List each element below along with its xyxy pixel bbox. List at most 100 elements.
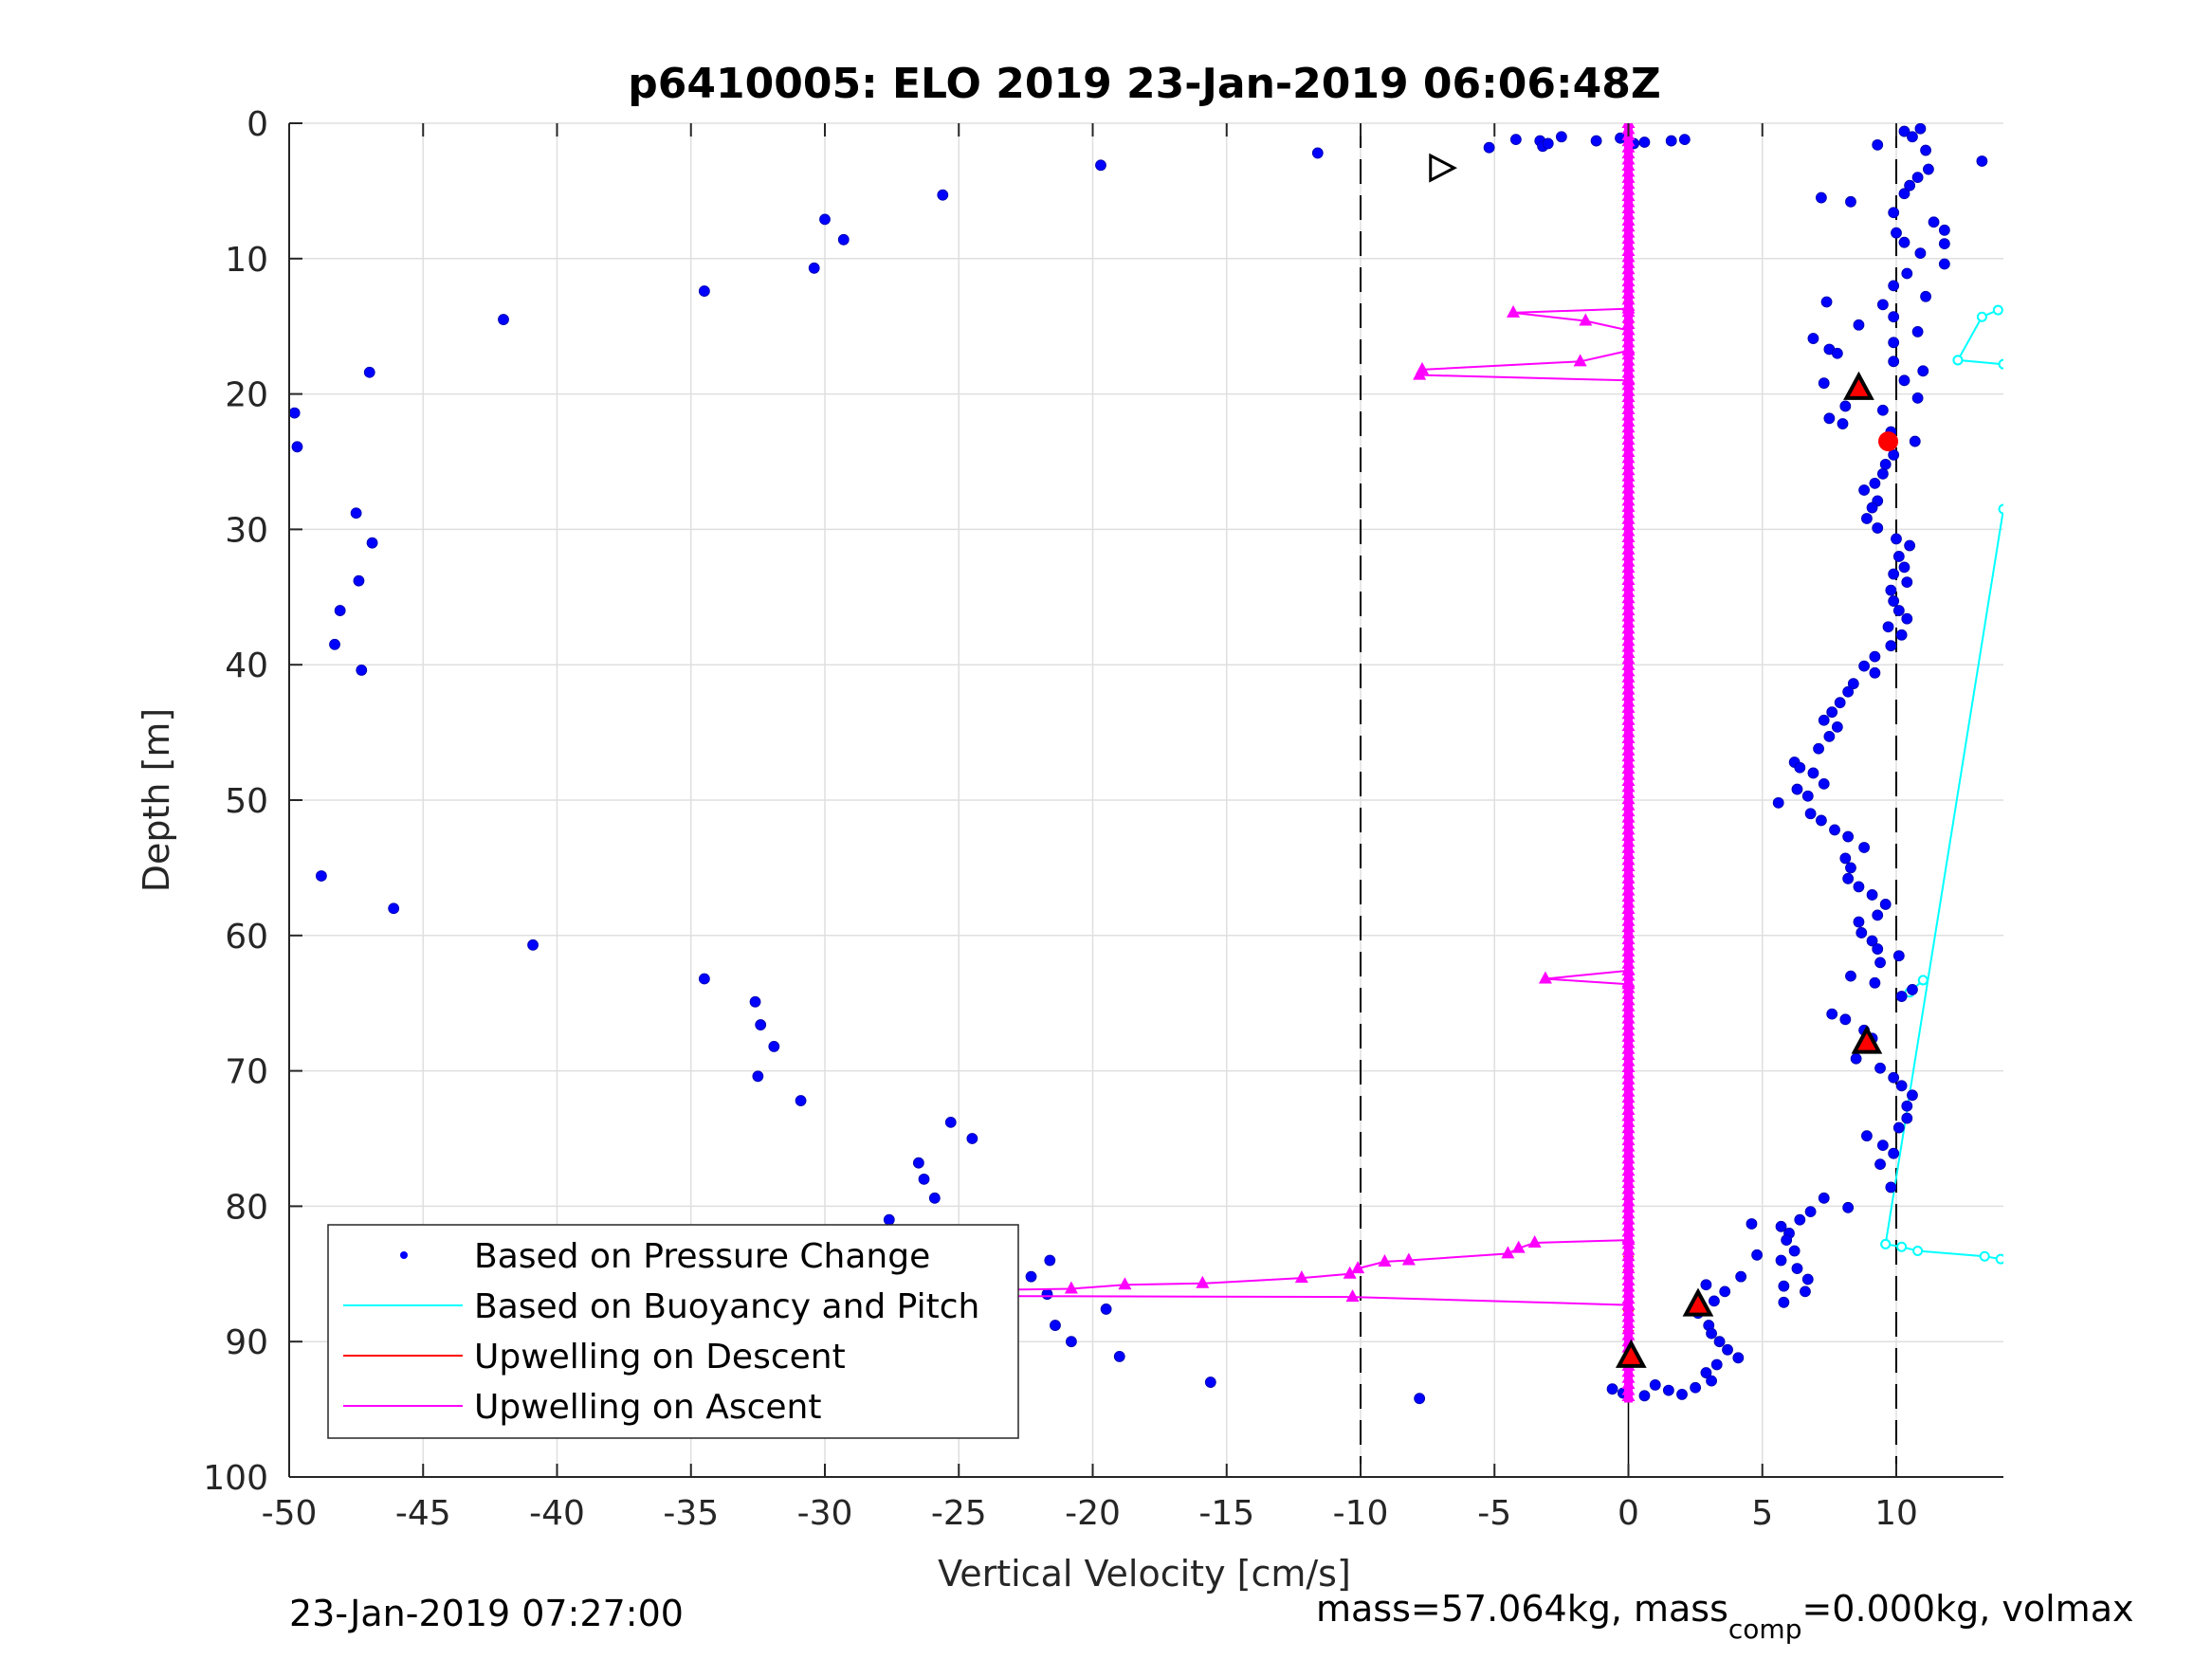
pressure-point xyxy=(1818,714,1830,726)
pressure-point xyxy=(291,441,303,453)
ascent-point xyxy=(1621,622,1636,634)
event-marker xyxy=(1843,371,1874,400)
ascent-point xyxy=(1621,951,1636,963)
ascent-point xyxy=(1621,549,1636,561)
ascent-point xyxy=(1621,640,1636,652)
pressure-point xyxy=(1892,551,1905,562)
pressure-point xyxy=(937,189,949,201)
ascent-point xyxy=(1621,232,1636,245)
pressure-point xyxy=(768,1040,780,1052)
pressure-point xyxy=(1858,842,1870,853)
ascent-point xyxy=(1621,816,1636,829)
ascent-point xyxy=(1621,1188,1636,1200)
ascent-point xyxy=(1621,1292,1636,1304)
event-marker xyxy=(1682,1287,1714,1317)
pressure-point xyxy=(1690,1381,1702,1394)
pressure-point xyxy=(1778,1280,1790,1292)
ascent-point xyxy=(1621,1243,1636,1255)
pressure-point xyxy=(1869,976,1881,989)
ascent-point xyxy=(1621,457,1636,469)
ascent-point xyxy=(1621,1225,1636,1237)
legend-entry-pressure: Based on Pressure Change xyxy=(474,1237,930,1276)
ascent-point xyxy=(1621,798,1636,811)
ascent-point xyxy=(1621,811,1636,823)
pressure-point xyxy=(1904,179,1916,191)
ascent-point xyxy=(1621,1170,1636,1182)
buoyancy-point xyxy=(1995,1253,2003,1265)
pressure-point xyxy=(1853,319,1865,331)
ascent-point xyxy=(1579,313,1593,326)
pressure-point xyxy=(1904,539,1916,552)
ascent-point xyxy=(1621,823,1636,835)
pressure-point xyxy=(1816,814,1827,827)
pressure-point xyxy=(1025,1270,1037,1283)
ascent-point xyxy=(1118,1277,1132,1290)
chart-title: p6410005: ELO 2019 23-Jan-2019 06:06:48Z xyxy=(628,60,1660,108)
y-axis-label: Depth [m] xyxy=(136,708,177,893)
ascent-point xyxy=(1621,1091,1636,1103)
pressure-point xyxy=(1839,1013,1852,1026)
pressure-point xyxy=(1823,730,1836,742)
pressure-point xyxy=(1800,1285,1811,1298)
ascent-point xyxy=(1621,177,1636,190)
ascent-point xyxy=(1621,1145,1636,1158)
ascent-point xyxy=(1621,1006,1636,1018)
ascent-point xyxy=(1511,1240,1526,1253)
y-tick-label: 90 xyxy=(225,1323,268,1362)
ascent-point xyxy=(1621,348,1636,360)
pressure-point xyxy=(527,939,539,951)
mass-prefix: mass=57.064kg, mass xyxy=(1316,1588,1728,1630)
ascent-point xyxy=(1621,1048,1636,1061)
ascent-point xyxy=(1621,1273,1636,1285)
pressure-point xyxy=(1909,435,1921,447)
pressure-point xyxy=(1710,1358,1723,1371)
ascent-point xyxy=(1621,403,1636,415)
x-tick-label: -10 xyxy=(1333,1494,1389,1533)
pressure-point xyxy=(1788,1245,1801,1257)
ascent-point xyxy=(1621,530,1636,542)
ascent-point xyxy=(1621,158,1636,171)
ascent-point xyxy=(1621,1182,1636,1194)
ascent-point xyxy=(1064,1281,1078,1294)
ascent-point xyxy=(1621,1024,1636,1036)
ascent-point xyxy=(1345,1289,1360,1303)
ascent-point xyxy=(1621,153,1636,165)
pressure-point xyxy=(1818,1192,1830,1204)
ascent-point xyxy=(1621,1322,1636,1335)
pressure-point xyxy=(1866,889,1878,901)
pressure-point xyxy=(356,665,368,676)
ascent-point xyxy=(1621,921,1636,933)
legend-swatch-pressure xyxy=(400,1251,408,1259)
ascent-point xyxy=(1621,628,1636,640)
pressure-point xyxy=(1818,377,1830,390)
ascent-point xyxy=(1621,713,1636,725)
pressure-point xyxy=(755,1019,767,1030)
pressure-point xyxy=(1735,1270,1747,1283)
pressure-point xyxy=(1885,584,1897,596)
pressure-point xyxy=(1847,678,1859,690)
ascent-point xyxy=(1621,848,1636,860)
pressure-point xyxy=(966,1133,978,1144)
ascent-point xyxy=(1621,500,1636,512)
pressure-point xyxy=(698,285,710,297)
x-tick-labels: -50 -45 -40 -35 -30 -25 -20 -15 -10 -5 0 5 10 xyxy=(262,1494,1918,1533)
ascent-point xyxy=(1621,293,1636,305)
ascent-point xyxy=(1621,683,1636,695)
ascent-point xyxy=(1621,1036,1636,1048)
ascent-point xyxy=(1621,286,1636,299)
ascent-point xyxy=(1621,268,1636,281)
pressure-point xyxy=(1888,337,1900,349)
pressure-point xyxy=(1907,1089,1918,1102)
ascent-point xyxy=(1621,201,1636,213)
pressure-point xyxy=(1791,783,1803,795)
ascent-point xyxy=(1621,1298,1636,1310)
ascent-point xyxy=(1621,329,1636,341)
event-marker xyxy=(1615,1339,1647,1368)
pressure-point xyxy=(1590,135,1602,147)
pressure-point xyxy=(1882,621,1894,633)
pressure-point xyxy=(1885,1181,1897,1194)
pressure-point xyxy=(1842,1201,1855,1213)
pressure-point xyxy=(1895,1080,1908,1092)
y-tick-label: 30 xyxy=(225,511,268,550)
